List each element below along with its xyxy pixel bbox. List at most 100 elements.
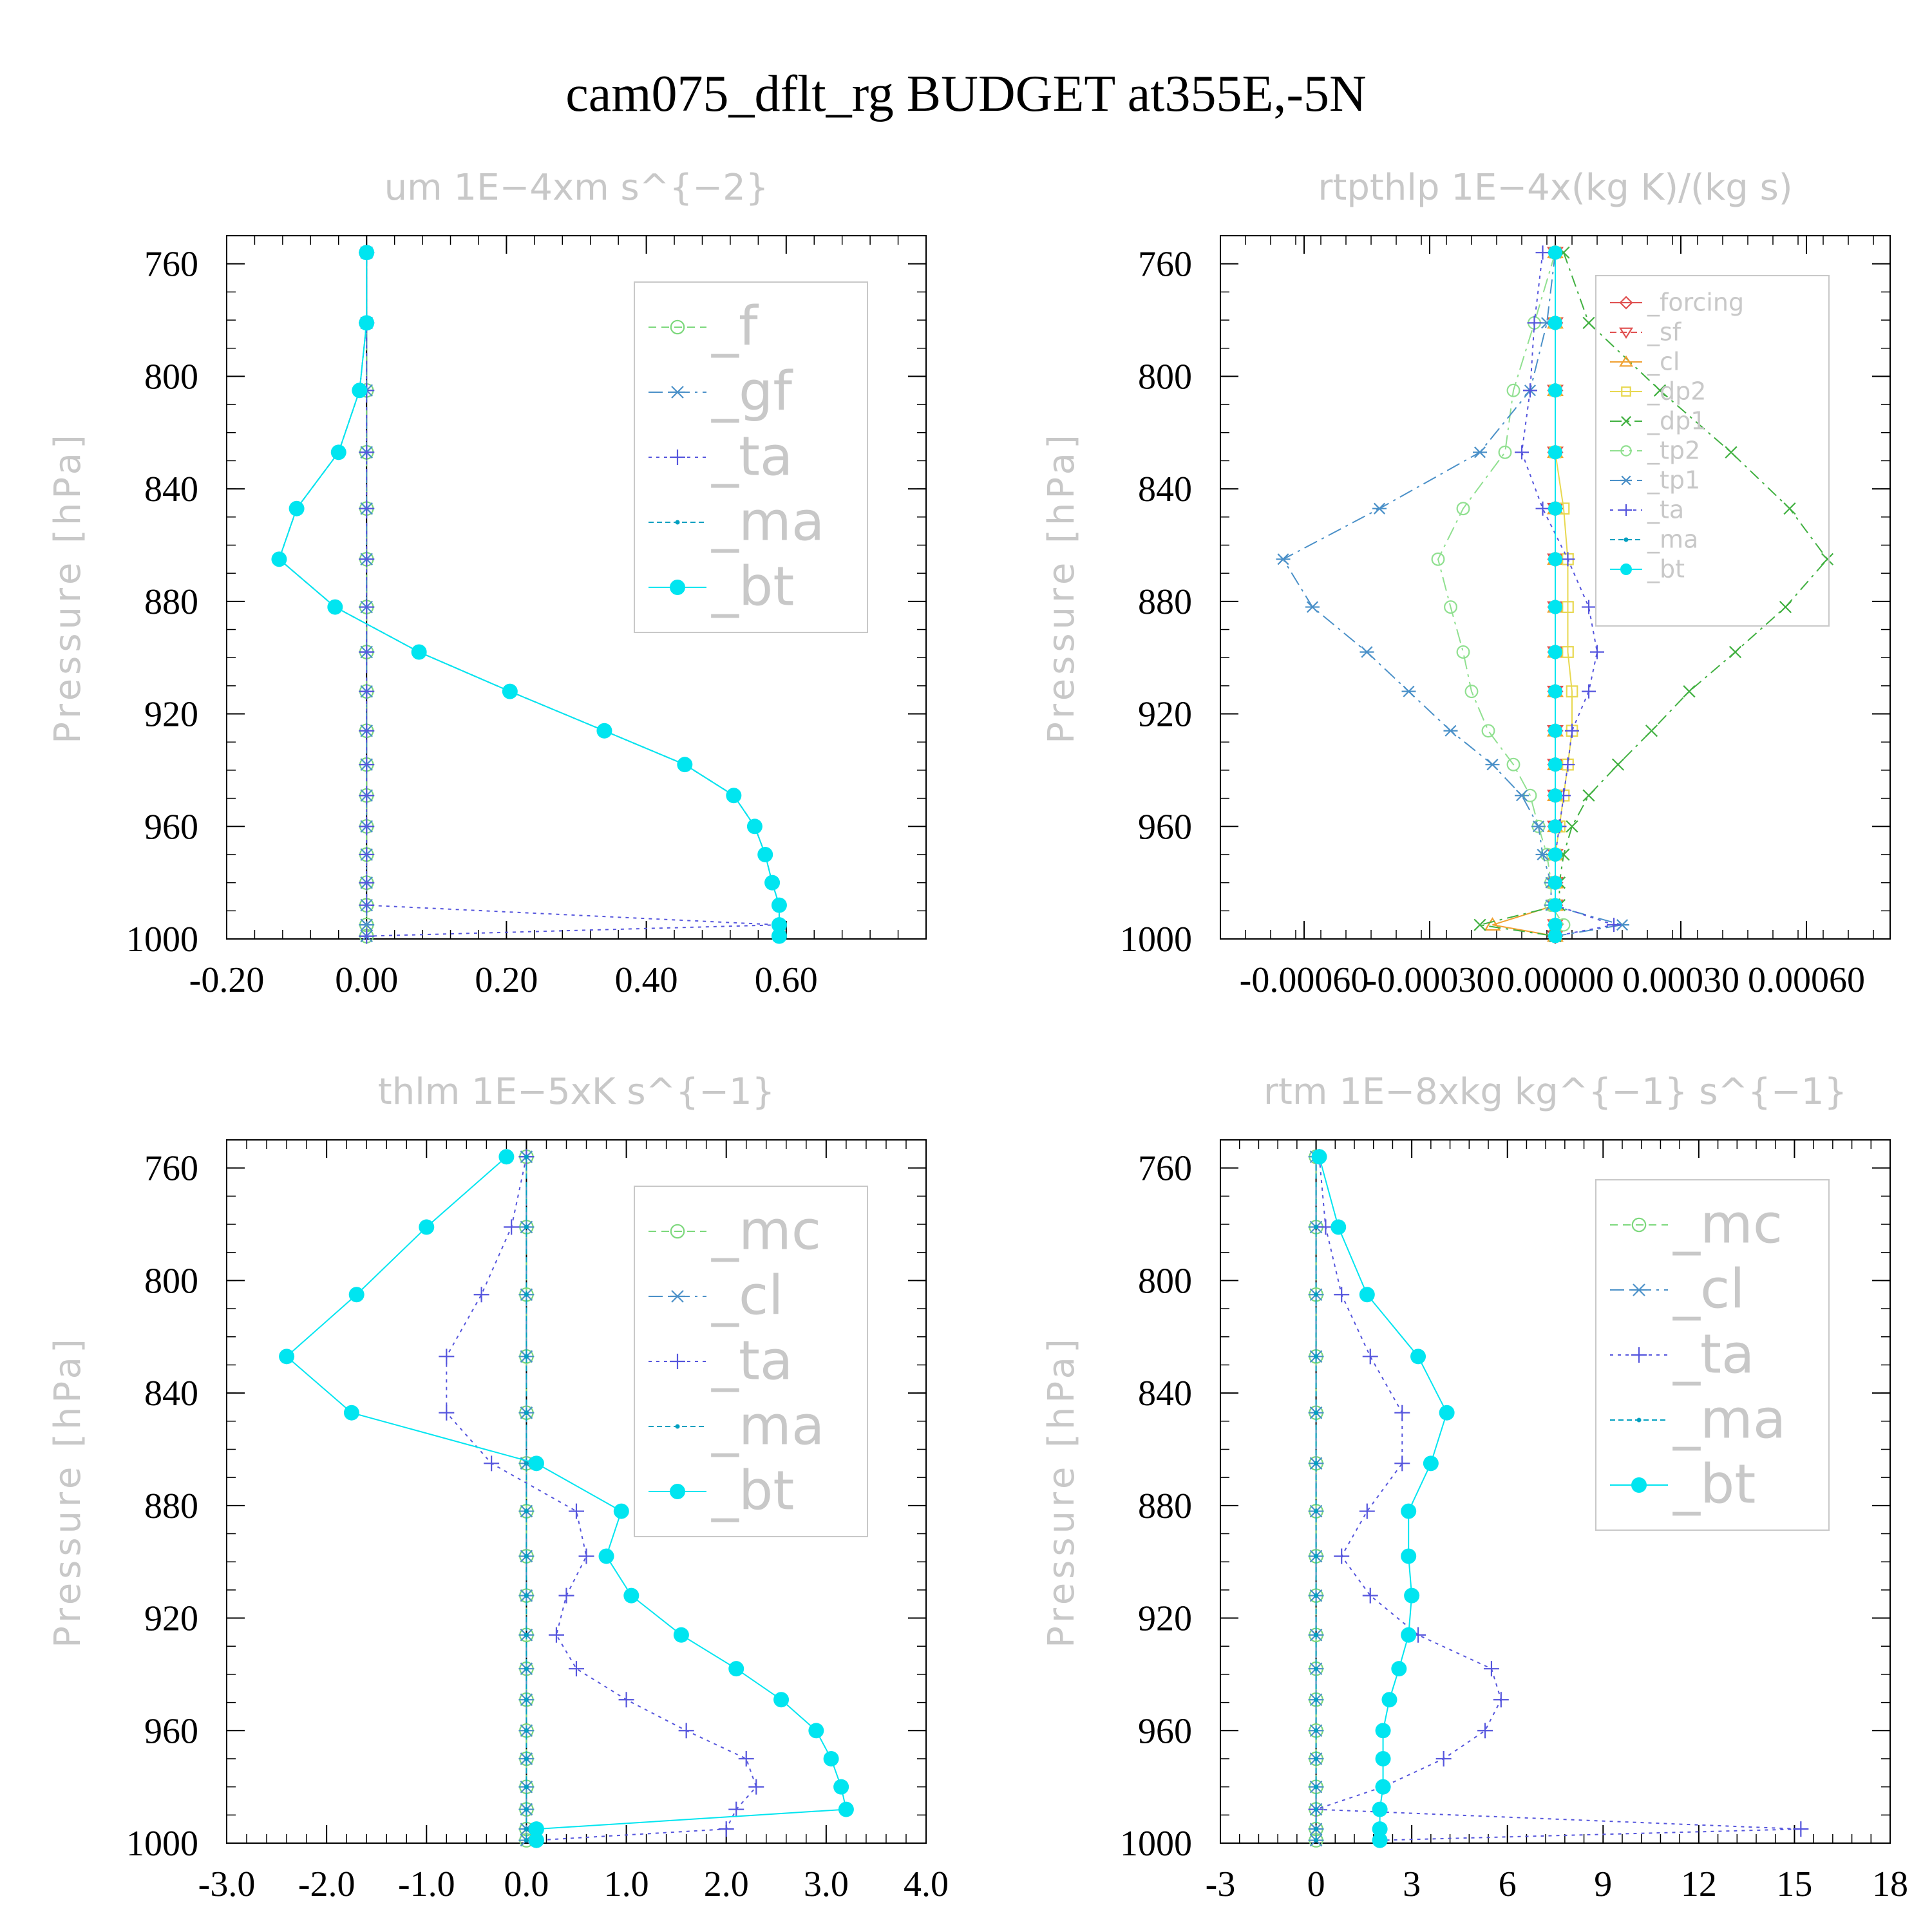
- series-marker: [1314, 1697, 1319, 1702]
- series-marker: [1375, 1779, 1391, 1795]
- series-marker: [524, 1224, 529, 1229]
- y-tick-label: 920: [1138, 695, 1192, 735]
- series-marker: [1401, 1548, 1417, 1564]
- series-ma: [1314, 1154, 1319, 1843]
- x-tick-label: -2.0: [298, 1864, 355, 1904]
- series-marker: [524, 1553, 529, 1558]
- series-marker: [757, 846, 773, 862]
- series-marker: [1493, 1692, 1509, 1708]
- y-tick-label: 760: [1138, 245, 1192, 285]
- legend-entry: _tp1: [1647, 466, 1700, 495]
- series-marker: [1485, 759, 1500, 771]
- series-line: [446, 1156, 757, 1841]
- series-marker: [1314, 1633, 1319, 1638]
- legend-entry: _bt: [1647, 555, 1685, 583]
- series-marker: [1548, 788, 1562, 803]
- series-marker: [1314, 1826, 1319, 1832]
- series-marker: [1653, 384, 1667, 397]
- series-marker: [1464, 685, 1479, 699]
- legend-swatch-marker: [670, 386, 685, 399]
- legend-entry: _bt: [1672, 1453, 1756, 1516]
- series-marker: [1410, 1349, 1426, 1365]
- series-marker: [411, 644, 427, 660]
- series-marker: [1314, 1553, 1319, 1558]
- series-marker: [1560, 757, 1575, 772]
- series-marker: [1359, 1503, 1375, 1519]
- series-marker: [1728, 645, 1742, 659]
- series-marker: [439, 1349, 455, 1365]
- series-marker: [771, 917, 787, 933]
- legend-entry: _ma: [711, 1394, 824, 1457]
- series-marker: [771, 897, 787, 913]
- panels: um 1E−4xm s^{−2}Pressure [hPa]-0.20 0.00 0…: [47, 167, 1908, 1904]
- legend-entry: _gf: [711, 360, 793, 423]
- series-marker: [746, 819, 762, 835]
- x-tick-label: 9: [1594, 1864, 1612, 1904]
- series-marker: [738, 1750, 754, 1766]
- series-marker: [359, 315, 375, 331]
- x-tick-label: -1.0: [398, 1864, 455, 1904]
- series-marker: [1793, 1821, 1809, 1837]
- x-tick-label: 1.0: [604, 1864, 649, 1904]
- series-marker: [764, 875, 781, 891]
- series-marker: [1314, 1666, 1319, 1671]
- series-marker: [1535, 848, 1550, 860]
- panel-3: thlm 1E−5xK s^{−1} Pressure [hPa] -3.0 -2.0…: [47, 1071, 949, 1904]
- y-axis-label: Pressure [hPa]: [47, 1335, 89, 1648]
- legend-swatch-marker: [670, 1354, 685, 1369]
- series-marker: [1372, 1832, 1388, 1848]
- series-marker: [359, 551, 375, 567]
- panel-title: rtm 1E−8xkg kg^{−1} s^{−1}: [1264, 1071, 1847, 1113]
- series-marker: [569, 1661, 584, 1677]
- legend-entry: _cl: [1672, 1258, 1745, 1321]
- series-marker: [1548, 898, 1562, 913]
- series-bt: [1548, 245, 1562, 943]
- x-tick-label: 0.20: [475, 960, 538, 1000]
- series-marker: [1331, 1219, 1347, 1235]
- series-marker: [1372, 1821, 1388, 1837]
- series-marker: [524, 1292, 529, 1297]
- series-marker: [1506, 757, 1520, 772]
- y-tick-label: 800: [144, 357, 198, 397]
- legend-entry: _cl: [711, 1264, 784, 1327]
- series-marker: [558, 1587, 574, 1604]
- legend-swatch-marker: [1631, 1477, 1647, 1493]
- x-tick-label: -0.00030: [1365, 960, 1495, 1000]
- x-tick-label: -0.20: [189, 960, 265, 1000]
- series-marker: [498, 1149, 515, 1165]
- x-tick-label: 4.0: [904, 1864, 949, 1904]
- legend-swatch-marker: [1621, 386, 1631, 397]
- legend-entry: _ta: [1647, 496, 1684, 524]
- series-marker: [289, 500, 305, 516]
- y-tick-label: 840: [1138, 469, 1192, 509]
- series-marker: [1527, 316, 1542, 330]
- x-tick-label: 18: [1872, 1864, 1908, 1904]
- series-marker: [1394, 1455, 1410, 1472]
- series-marker: [771, 928, 787, 944]
- series-marker: [1443, 724, 1458, 737]
- series-marker: [1314, 1785, 1319, 1790]
- legend-box: [1595, 275, 1830, 627]
- series-bt: [1311, 1149, 1455, 1848]
- legend-entry: _ma: [1672, 1388, 1786, 1451]
- x-tick-label: 0.00: [335, 960, 398, 1000]
- series-marker: [1821, 553, 1834, 565]
- series-marker: [1456, 645, 1470, 659]
- series-marker: [1444, 600, 1457, 614]
- series-marker: [1314, 1354, 1319, 1359]
- y-tick-label: 760: [144, 245, 198, 285]
- series-marker: [1548, 847, 1562, 862]
- legend-swatch-marker: [1631, 1347, 1647, 1363]
- series-marker: [1548, 684, 1562, 699]
- series-marker: [524, 1785, 529, 1790]
- series-marker: [359, 875, 375, 891]
- series-marker: [1535, 501, 1550, 516]
- legend-entry: _dp1: [1647, 407, 1706, 435]
- series-marker: [1515, 445, 1529, 460]
- series-marker: [524, 1756, 529, 1761]
- series-marker: [359, 928, 375, 944]
- series-marker: [1548, 600, 1562, 614]
- series-marker: [1375, 1750, 1391, 1766]
- x-tick-label: 0.00000: [1497, 960, 1614, 1000]
